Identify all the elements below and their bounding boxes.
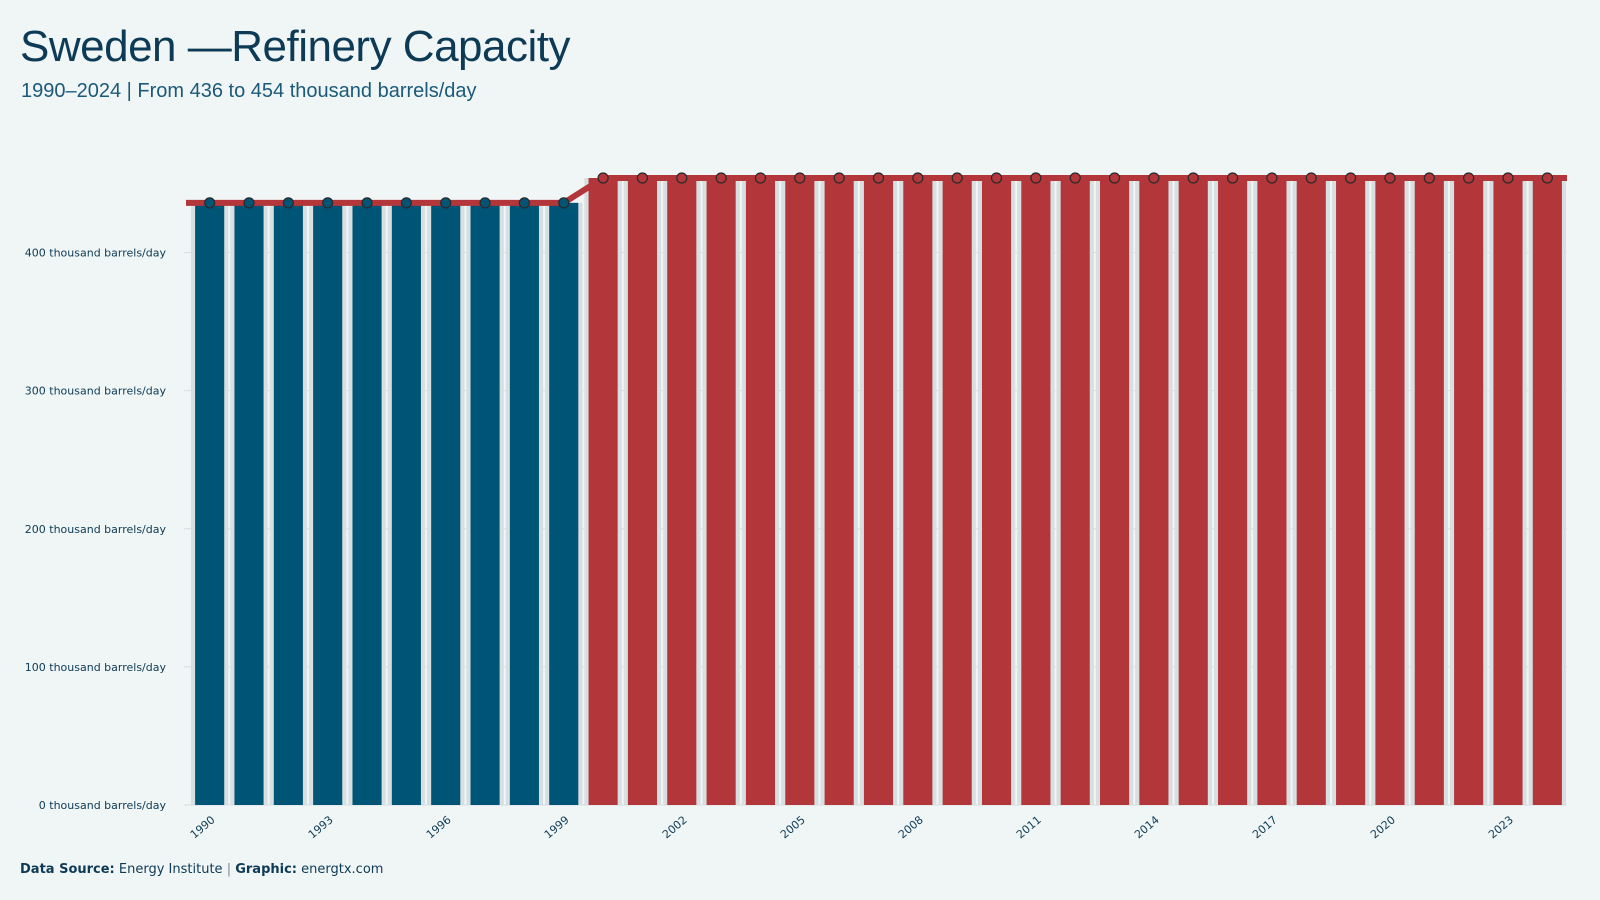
x-tick-label: 2014 — [1132, 813, 1162, 841]
footer-credits: Data Source: Energy Institute | Graphic:… — [20, 862, 383, 877]
bar — [352, 202, 382, 806]
data-point — [479, 197, 491, 209]
bar — [824, 178, 854, 805]
bar — [588, 178, 618, 805]
bar — [785, 178, 815, 805]
data-point — [1423, 172, 1435, 184]
data-point — [912, 172, 924, 184]
x-tick-label: 2011 — [1014, 813, 1044, 841]
bar — [195, 202, 225, 806]
x-tick-label: 1993 — [306, 813, 336, 841]
chart-title: Sweden —Refinery Capacity — [20, 22, 570, 71]
data-point — [833, 172, 845, 184]
data-point — [1108, 172, 1121, 184]
data-point — [1266, 172, 1278, 184]
x-tick-label: 1996 — [424, 813, 454, 841]
bar — [313, 202, 343, 806]
data-point — [951, 172, 963, 184]
source-label: Data Source: — [20, 862, 115, 877]
bar — [273, 202, 303, 806]
x-tick-label: 1990 — [188, 813, 218, 841]
data-point — [1148, 172, 1160, 184]
bar — [667, 178, 697, 805]
x-tick-label: 2017 — [1250, 813, 1280, 841]
chart-subtitle: 1990–2024 | From 436 to 454 thousand bar… — [21, 80, 477, 102]
data-point — [636, 172, 649, 184]
data-point — [1226, 172, 1239, 184]
data-point — [400, 197, 412, 209]
trend-line — [186, 175, 1567, 206]
bar — [1336, 178, 1366, 805]
x-tick-label: 2005 — [778, 813, 808, 841]
bar — [903, 178, 933, 805]
data-point — [361, 197, 373, 209]
data-point — [282, 197, 294, 209]
bar — [1296, 178, 1326, 805]
data-point — [243, 197, 255, 209]
bar — [1060, 178, 1090, 805]
data-point — [872, 172, 885, 184]
data-point — [1541, 172, 1553, 184]
source-value: Energy Institute — [118, 862, 223, 877]
data-point — [1345, 172, 1357, 184]
bar — [431, 202, 461, 806]
x-tick-label: 2023 — [1486, 813, 1516, 841]
x-tick-label: 2020 — [1368, 813, 1398, 841]
data-point — [990, 172, 1003, 184]
bar — [1257, 178, 1287, 805]
data-point — [1187, 172, 1199, 184]
bar — [1493, 178, 1523, 805]
data-point — [794, 172, 806, 184]
bar — [234, 202, 264, 806]
data-point — [1463, 172, 1475, 184]
x-tick-label: 1999 — [542, 813, 572, 841]
bar — [1021, 178, 1051, 805]
bar — [1532, 178, 1562, 805]
bar — [863, 178, 894, 805]
y-tick-label: 400 thousand barrels/day — [25, 247, 167, 260]
y-tick-label: 300 thousand barrels/day — [25, 385, 167, 398]
bar — [470, 202, 500, 806]
bar — [1454, 178, 1484, 805]
data-point — [204, 197, 216, 209]
graphic-label: Graphic: — [235, 862, 297, 877]
bar — [942, 178, 972, 805]
bar — [549, 202, 579, 806]
data-point — [1305, 172, 1317, 184]
footer-separator: | — [226, 862, 232, 877]
y-tick-label: 0 thousand barrels/day — [39, 799, 167, 812]
bar — [1139, 178, 1169, 805]
data-point — [518, 197, 531, 209]
y-tick-label: 100 thousand barrels/day — [25, 661, 167, 674]
data-point — [322, 197, 334, 209]
bar — [1414, 178, 1444, 805]
data-point — [597, 172, 609, 184]
bar — [627, 178, 657, 805]
x-tick-label: 2008 — [896, 813, 926, 841]
data-point — [754, 172, 767, 184]
bar — [1375, 178, 1405, 805]
graphic-value: energtx.com — [301, 862, 384, 877]
data-point — [1069, 172, 1081, 184]
x-tick-label: 2002 — [660, 813, 690, 841]
bar — [706, 178, 736, 805]
bar — [1100, 178, 1130, 805]
bar — [1218, 178, 1248, 805]
bar — [981, 178, 1012, 805]
data-point — [1030, 172, 1042, 184]
data-point — [558, 197, 570, 209]
data-point — [440, 197, 452, 209]
bar — [391, 202, 421, 806]
data-point — [1502, 172, 1514, 184]
y-tick-label: 200 thousand barrels/day — [25, 523, 167, 536]
data-point — [1384, 172, 1396, 184]
data-point — [676, 172, 688, 184]
bar — [745, 178, 776, 805]
data-point — [715, 172, 727, 184]
bar — [1178, 178, 1208, 805]
bar — [509, 202, 539, 806]
